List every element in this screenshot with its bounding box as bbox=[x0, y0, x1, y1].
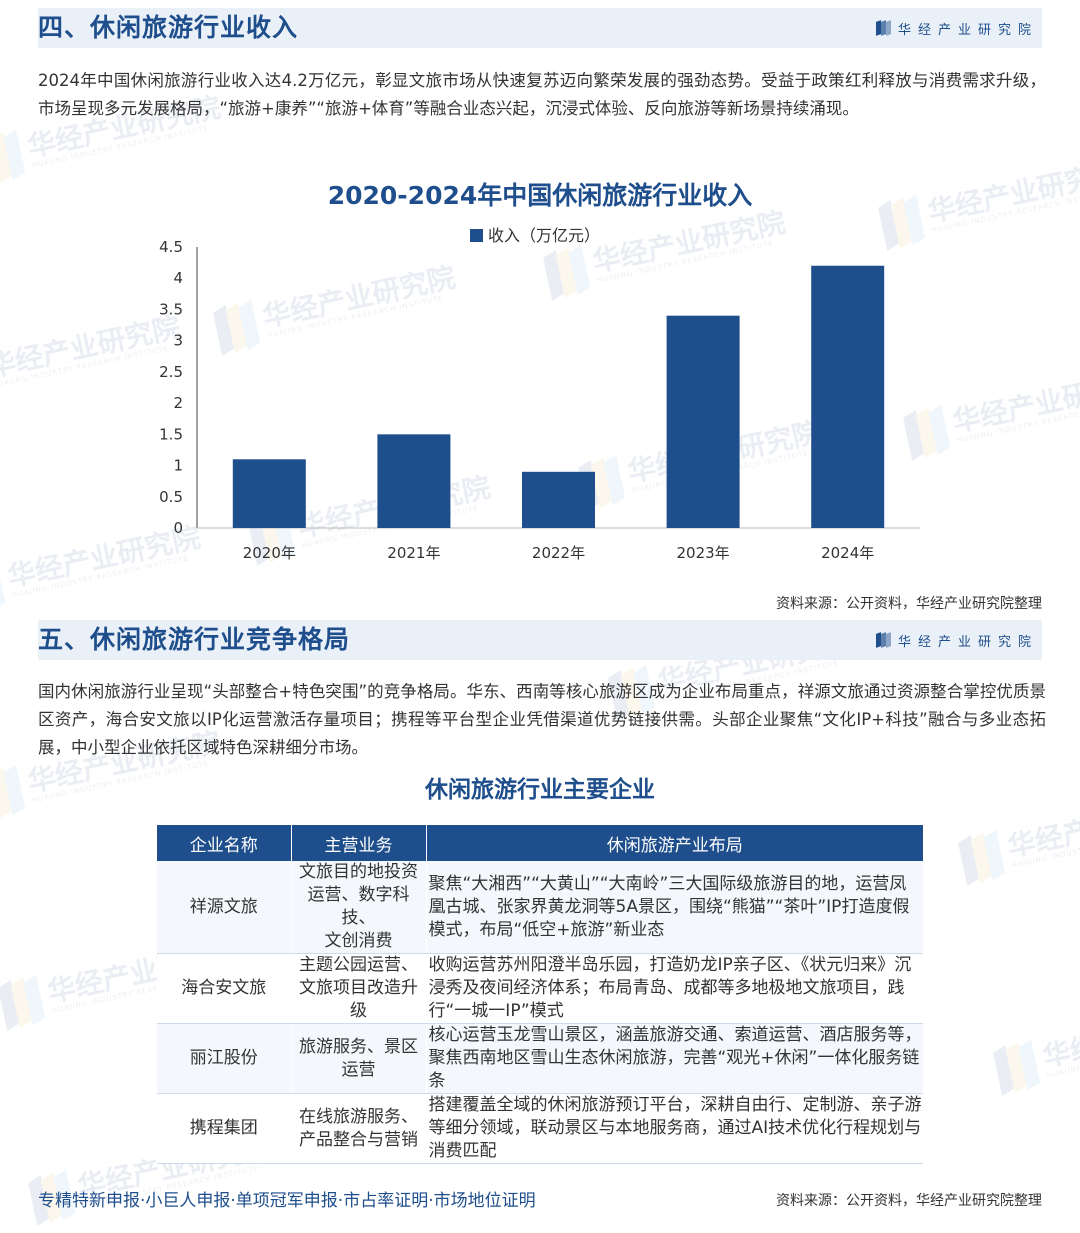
table-row: 携程集团 在线旅游服务、 产品整合与营销 搭建覆盖全域的休闲旅游预订平台，深耕自… bbox=[157, 1093, 923, 1164]
section-title: 四、休闲旅游行业收入 bbox=[38, 13, 299, 42]
legend-swatch bbox=[470, 229, 483, 242]
brand-logo-icon bbox=[875, 632, 891, 648]
section-paragraph: 2024年中国休闲旅游行业收入达4.2万亿元，彰显文旅市场从快速复苏迈向繁荣发展… bbox=[38, 71, 1046, 118]
y-tick-label: 2.5 bbox=[159, 363, 183, 381]
table-row: 祥源文旅 文旅目的地投资 运营、数字科技、 文创消费 聚焦“大湘西”“大黄山”“… bbox=[157, 861, 923, 954]
table-header-cell: 企业名称 bbox=[157, 825, 292, 861]
y-tick-label: 3.5 bbox=[159, 300, 183, 318]
x-tick-label: 2021年 bbox=[387, 544, 440, 562]
legend-label: 收入（万亿元） bbox=[488, 226, 600, 245]
brand-mark: 华经产业研究院 bbox=[875, 620, 1038, 660]
business-cell: 主题公园运营、 文旅项目改造升 级 bbox=[291, 953, 427, 1024]
y-tick-label: 2 bbox=[173, 394, 183, 412]
x-tick-label: 2022年 bbox=[532, 544, 585, 562]
y-tick-label: 0 bbox=[173, 519, 183, 537]
section-paragraph: 国内休闲旅游行业呈现“头部整合+特色突围”的竞争格局。华东、西南等核心旅游区成为… bbox=[38, 682, 1046, 757]
x-tick-label: 2024年 bbox=[821, 544, 874, 562]
enterprise-table: 企业名称 主营业务 休闲旅游产业布局 祥源文旅 文旅目的地投资 运营、数字科技、… bbox=[157, 825, 923, 1164]
brand-name: 华经产业研究院 bbox=[897, 634, 1038, 650]
bar bbox=[377, 434, 451, 528]
y-tick-label: 4.5 bbox=[159, 238, 183, 256]
layout-cell: 核心运营玉龙雪山景区，涵盖旅游交通、索道运营、酒店服务等，聚焦西南地区雪山生态休… bbox=[426, 1023, 923, 1094]
y-tick-label: 3 bbox=[173, 332, 183, 350]
table-title: 休闲旅游行业主要企业 bbox=[425, 777, 655, 803]
business-cell: 旅游服务、景区 运营 bbox=[291, 1023, 427, 1094]
table-header-cell: 休闲旅游产业布局 bbox=[426, 825, 923, 861]
table-row: 丽江股份 旅游服务、景区 运营 核心运营玉龙雪山景区，涵盖旅游交通、索道运营、酒… bbox=[157, 1023, 923, 1094]
footer-links[interactable]: 专精特新申报·小巨人申报·单项冠军申报·市占率证明·市场地位证明 bbox=[38, 1191, 536, 1211]
y-tick-label: 4 bbox=[173, 269, 183, 287]
business-cell: 文旅目的地投资 运营、数字科技、 文创消费 bbox=[291, 861, 427, 954]
bar bbox=[666, 315, 740, 528]
brand-name: 华经产业研究院 bbox=[897, 22, 1038, 38]
y-tick-label: 1 bbox=[173, 457, 183, 475]
bar bbox=[232, 459, 306, 528]
bar bbox=[811, 265, 885, 528]
table-header-row: 企业名称 主营业务 休闲旅游产业布局 bbox=[157, 825, 923, 861]
source-note: 资料来源：公开资料，华经产业研究院整理 bbox=[776, 1193, 1042, 1209]
business-cell: 在线旅游服务、 产品整合与营销 bbox=[291, 1093, 427, 1164]
chart-title: 2020-2024年中国休闲旅游行业收入 bbox=[327, 181, 753, 210]
company-name-cell: 携程集团 bbox=[157, 1093, 292, 1164]
brand-mark: 华经产业研究院 bbox=[875, 8, 1038, 48]
section-title: 五、休闲旅游行业竞争格局 bbox=[38, 625, 351, 654]
table-row: 海合安文旅 主题公园运营、 文旅项目改造升 级 收购运营苏州阳澄半岛乐园，打造奶… bbox=[157, 953, 923, 1024]
layout-cell: 聚焦“大湘西”“大黄山”“大南岭”三大国际级旅游目的地，运营凤凰古城、张家界黄龙… bbox=[426, 861, 923, 954]
x-tick-label: 2020年 bbox=[243, 544, 296, 562]
layout-cell: 收购运营苏州阳澄半岛乐园，打造奶龙IP亲子区、《状元归来》沉浸秀及夜间经济体系；… bbox=[426, 953, 923, 1024]
bar-chart: 0 0.5 1 1.5 2 2.5 3 3.5 4 4.5 2020年 2021年 2022年 2023年… bbox=[159, 226, 920, 562]
bar bbox=[522, 471, 595, 528]
x-tick-label: 2023年 bbox=[677, 544, 730, 562]
company-name-cell: 丽江股份 bbox=[157, 1023, 292, 1094]
company-name-cell: 海合安文旅 bbox=[157, 953, 292, 1024]
section-header: 五、休闲旅游行业竞争格局 华经产业研究院 bbox=[38, 620, 1042, 660]
section-header: 四、休闲旅游行业收入 华经产业研究院 bbox=[38, 8, 1042, 48]
table-header-cell: 主营业务 bbox=[291, 825, 427, 861]
y-tick-label: 0.5 bbox=[159, 488, 183, 506]
y-tick-label: 1.5 bbox=[159, 425, 183, 443]
layout-cell: 搭建覆盖全域的休闲旅游预订平台，深耕自由行、定制游、亲子游等细分领域，联动景区与… bbox=[426, 1093, 923, 1164]
brand-logo-icon bbox=[875, 20, 891, 36]
source-note: 资料来源：公开资料，华经产业研究院整理 bbox=[776, 596, 1042, 612]
company-name-cell: 祥源文旅 bbox=[157, 861, 292, 954]
